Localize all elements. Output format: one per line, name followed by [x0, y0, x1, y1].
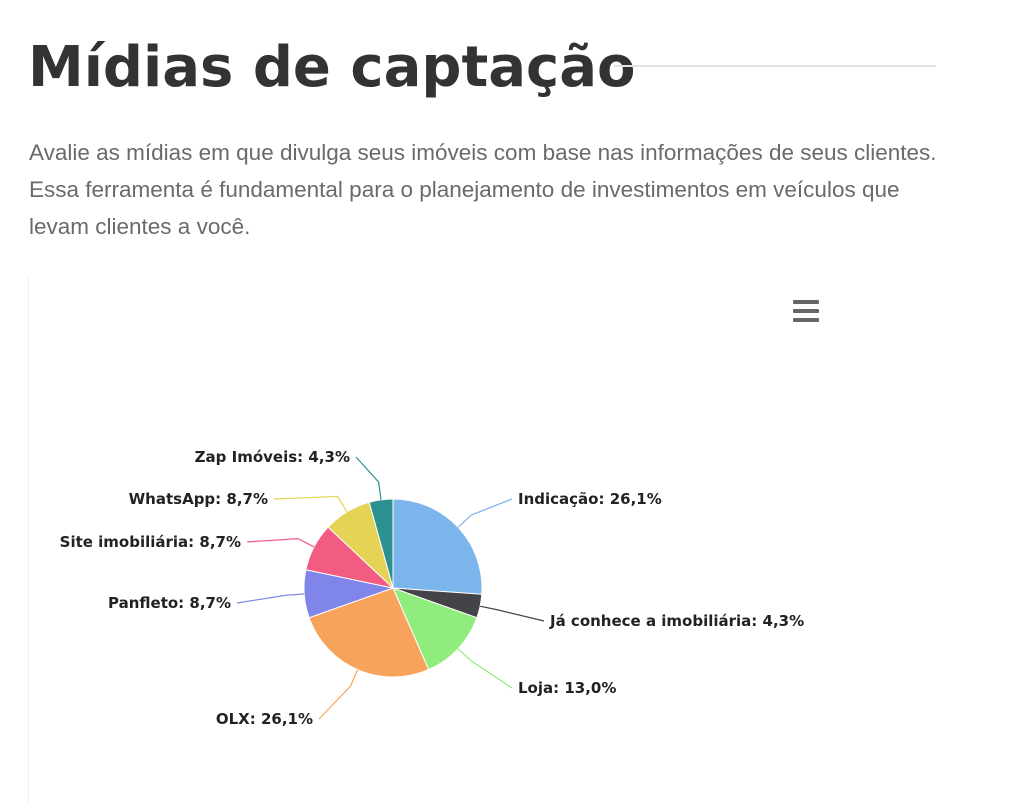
connector-line: [355, 456, 382, 500]
data-label: WhatsApp: 8,7%: [129, 490, 268, 508]
data-label: Indicação: 26,1%: [518, 490, 662, 508]
chart-panel-edge: [28, 276, 29, 804]
page-title: Mídias de captação: [28, 35, 636, 100]
connector-line: [236, 593, 305, 604]
chart-menu-button[interactable]: [790, 298, 822, 326]
data-label: Zap Imóveis: 4,3%: [195, 448, 350, 466]
connector-line: [457, 648, 513, 689]
pie-slice-zap-im-veis[interactable]: [368, 498, 394, 589]
connector-line: [318, 669, 359, 720]
connector-line: [246, 538, 315, 548]
title-divider: [614, 65, 936, 67]
data-label: OLX: 26,1%: [216, 710, 313, 728]
connector-line: [457, 498, 513, 528]
connector-line: [479, 605, 545, 622]
data-label: Site imobiliária: 8,7%: [60, 533, 241, 551]
connector-line: [273, 495, 348, 513]
pie-slice-loja[interactable]: [392, 587, 478, 671]
data-label: Loja: 13,0%: [518, 679, 616, 697]
page-description: Avalie as mídias em que divulga seus imó…: [29, 140, 937, 239]
pie-slice-indica-o[interactable]: [392, 498, 483, 595]
pie-slice-olx[interactable]: [308, 587, 430, 678]
data-label: Panfleto: 8,7%: [108, 594, 231, 612]
data-label: Já conhece a imobiliária: 4,3%: [549, 612, 804, 630]
